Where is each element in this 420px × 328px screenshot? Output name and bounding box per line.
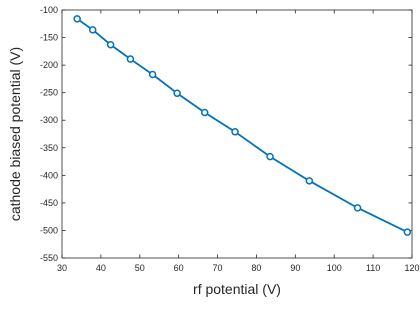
y-tick-label: -300 [40, 115, 58, 125]
x-tick-label: 50 [135, 263, 145, 273]
x-tick-label: 60 [174, 263, 184, 273]
data-point [231, 128, 239, 136]
y-tick-label: -250 [40, 88, 58, 98]
data-point [353, 204, 362, 212]
y-tick-label: -550 [40, 253, 58, 263]
series-layer [73, 15, 412, 236]
data-point [106, 40, 115, 49]
data-point [305, 177, 314, 185]
data-point [403, 228, 412, 236]
x-tick-label: 90 [290, 263, 300, 273]
x-tick-label: 40 [96, 263, 106, 273]
data-point [126, 55, 135, 63]
data-point [173, 89, 181, 97]
data-point [88, 26, 97, 34]
data-point [200, 108, 209, 117]
x-tick-label: 80 [251, 263, 261, 273]
data-point [73, 15, 81, 23]
x-tick-label: 110 [366, 263, 380, 273]
x-axis-label: rf potential (V) [193, 281, 281, 297]
x-tick-label: 120 [404, 263, 419, 273]
y-tick-label: -400 [40, 170, 58, 180]
y-tick-label: -200 [40, 60, 58, 70]
y-tick-label: -500 [40, 225, 58, 235]
x-axis-ticks: 30 40 50 60 70 80 90 100 110 120 [57, 10, 420, 273]
data-point [148, 70, 157, 79]
x-tick-label: 70 [213, 263, 223, 273]
y-tick-label: -150 [40, 33, 58, 43]
y-axis-ticks: -100 -150 -200 -250 -300 -350 -400 -450 -500 -550 [40, 5, 412, 263]
y-axis-label: cathode biased potential (V) [7, 47, 23, 221]
y-tick-label: -450 [40, 198, 58, 208]
plot-frame [61, 9, 413, 259]
y-tick-label: -100 [40, 5, 58, 15]
x-tick-label: 100 [327, 263, 342, 273]
x-tick-label: 30 [57, 263, 67, 273]
y-tick-label: -350 [40, 143, 58, 153]
data-point [266, 152, 274, 161]
series-line [76, 18, 408, 233]
